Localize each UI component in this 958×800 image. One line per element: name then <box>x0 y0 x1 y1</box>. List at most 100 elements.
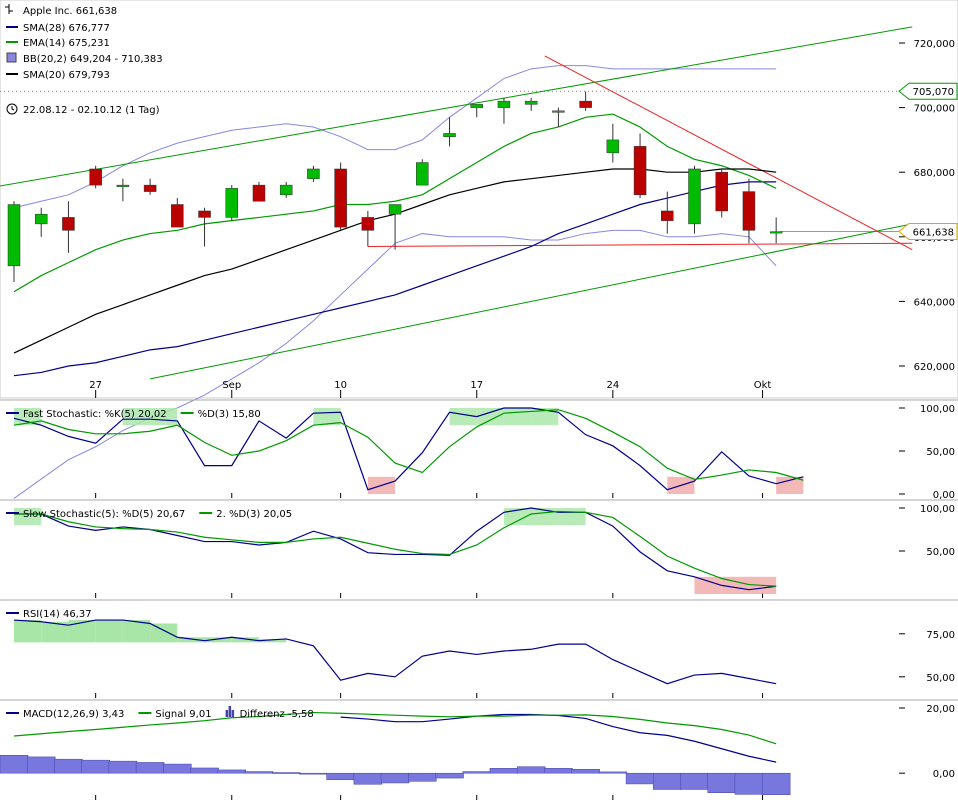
macd-histogram-bar <box>734 772 764 795</box>
series-line <box>13 409 804 481</box>
candle-body-up <box>497 100 511 108</box>
overbought-zone <box>14 508 42 526</box>
price-tick-label: 640,000 <box>914 297 955 308</box>
candle <box>307 165 320 182</box>
candle-body-up <box>416 162 429 186</box>
bollinger-legend-swatch <box>6 52 17 63</box>
legend-label: Fast Stochastic: %K(5) 20,02 <box>23 409 167 420</box>
legend-label: Apple Inc. 661,638 <box>23 6 117 17</box>
price-tag-high-label: 705,070 <box>913 87 954 98</box>
candle <box>388 204 402 250</box>
candle-body-up <box>279 184 293 196</box>
candle <box>252 181 266 202</box>
macd-histogram-bar <box>353 772 383 785</box>
histogram-icon-bar <box>231 710 235 717</box>
macd-histogram-bar <box>299 772 328 775</box>
histogram-icon-bar <box>228 706 232 717</box>
macd-histogram-bar <box>408 772 437 782</box>
value-tick-label: 50,00 <box>926 547 955 558</box>
value-tick-label: 0,00 <box>933 490 955 501</box>
candle <box>633 133 647 199</box>
overbought-zone <box>41 621 69 643</box>
candle-body-up <box>34 213 48 225</box>
overbought-zone <box>503 408 532 426</box>
legend-label: Slow Stochastic(5): %D(5) 20,67 <box>23 509 185 520</box>
overbought-zone <box>122 408 151 426</box>
overbought-zone <box>231 637 259 643</box>
macd-histogram-bar <box>571 769 600 774</box>
overbought-zone <box>150 623 178 643</box>
candle-body-down <box>198 210 211 218</box>
fast-stochastic-panel: 0,00 50,00 100,00 Fast Stochastic: %K(5) 20… <box>0 399 958 501</box>
candle <box>497 97 511 124</box>
date-tick-label: 10 <box>334 380 347 391</box>
overbought-zone <box>558 508 586 526</box>
candle-body-down <box>633 146 647 196</box>
macd-histogram-bar <box>462 771 491 774</box>
value-tick-label: 20,00 <box>926 704 955 715</box>
price-tick-label: 700,000 <box>914 104 955 115</box>
date-tick-label: Sep <box>222 380 241 391</box>
value-tick-label: 50,00 <box>926 673 955 684</box>
candle <box>769 217 783 244</box>
candle <box>143 178 157 195</box>
candle-body-up <box>606 139 620 154</box>
legend-label: EMA(14) 675,231 <box>23 38 110 49</box>
overbought-zone <box>476 408 504 426</box>
price-tick-label: 680,000 <box>914 168 955 179</box>
overbought-zone <box>122 620 151 643</box>
macd-histogram-bar <box>435 772 464 779</box>
candle <box>470 104 483 118</box>
macd-histogram-bar <box>190 767 219 774</box>
price-tag-high: 705,070 <box>898 82 958 100</box>
main-legend: Apple Inc. 661,638 SMA(28) 676,777 EMA(14)… <box>5 4 163 116</box>
candle-body-up <box>7 204 21 267</box>
clock-icon-face <box>6 103 18 115</box>
candle-body-down <box>62 217 75 231</box>
candle <box>715 168 728 218</box>
legend-label: 2. %D(3) 20,05 <box>216 509 292 520</box>
overbought-zone <box>503 508 532 526</box>
main-price-panel: 620,000640,000660,000680,000700,000720,0… <box>0 0 958 499</box>
oversold-zone <box>721 576 749 594</box>
date-tick-label: Okt <box>754 380 772 391</box>
macd-histogram-bar <box>326 772 355 780</box>
candle <box>198 207 211 247</box>
trendline-0 <box>0 26 913 187</box>
candle <box>606 123 620 163</box>
candle <box>742 178 756 244</box>
oversold-zone <box>694 576 722 594</box>
candle-body-up <box>552 110 565 113</box>
overbought-zone <box>68 620 96 643</box>
macd-histogram-bar <box>761 772 791 795</box>
value-tick-label: 75,00 <box>926 630 955 641</box>
candle <box>361 210 375 247</box>
candle-body-down <box>89 168 102 186</box>
overbought-zone <box>258 638 287 643</box>
main-panel-border <box>0 0 958 399</box>
candle <box>171 198 184 228</box>
macd-histogram-bar <box>680 772 709 790</box>
clock-icon-hands <box>11 106 15 111</box>
macd-histogram-bar <box>707 772 736 793</box>
slow-stochastic-panel: 50,00 100,00 Slow Stochastic(5): %D(5) 20,… <box>0 499 958 598</box>
legend-label: SMA(20) 679,793 <box>23 70 110 81</box>
candle <box>416 159 429 186</box>
candle <box>334 162 347 231</box>
date-range-label: 22.08.12 - 02.10.12 (1 Tag) <box>23 105 160 116</box>
price-tick-label: 620,000 <box>914 362 955 373</box>
candle-body-down <box>334 168 347 228</box>
macd-macd-line <box>340 713 777 763</box>
candle-body-down <box>742 191 756 231</box>
sma28-line <box>13 181 777 377</box>
macd-histogram-bar <box>244 771 274 774</box>
series-line <box>13 619 777 685</box>
candle-body-down <box>661 210 674 221</box>
series-line <box>14 510 777 587</box>
bollinger-upper-line <box>13 65 777 209</box>
legend-label: RSI(14) 46,37 <box>23 609 92 620</box>
overbought-zone <box>177 637 205 643</box>
candle <box>34 207 48 237</box>
legend-label: MACD(12,26,9) 3,43 <box>23 709 124 720</box>
